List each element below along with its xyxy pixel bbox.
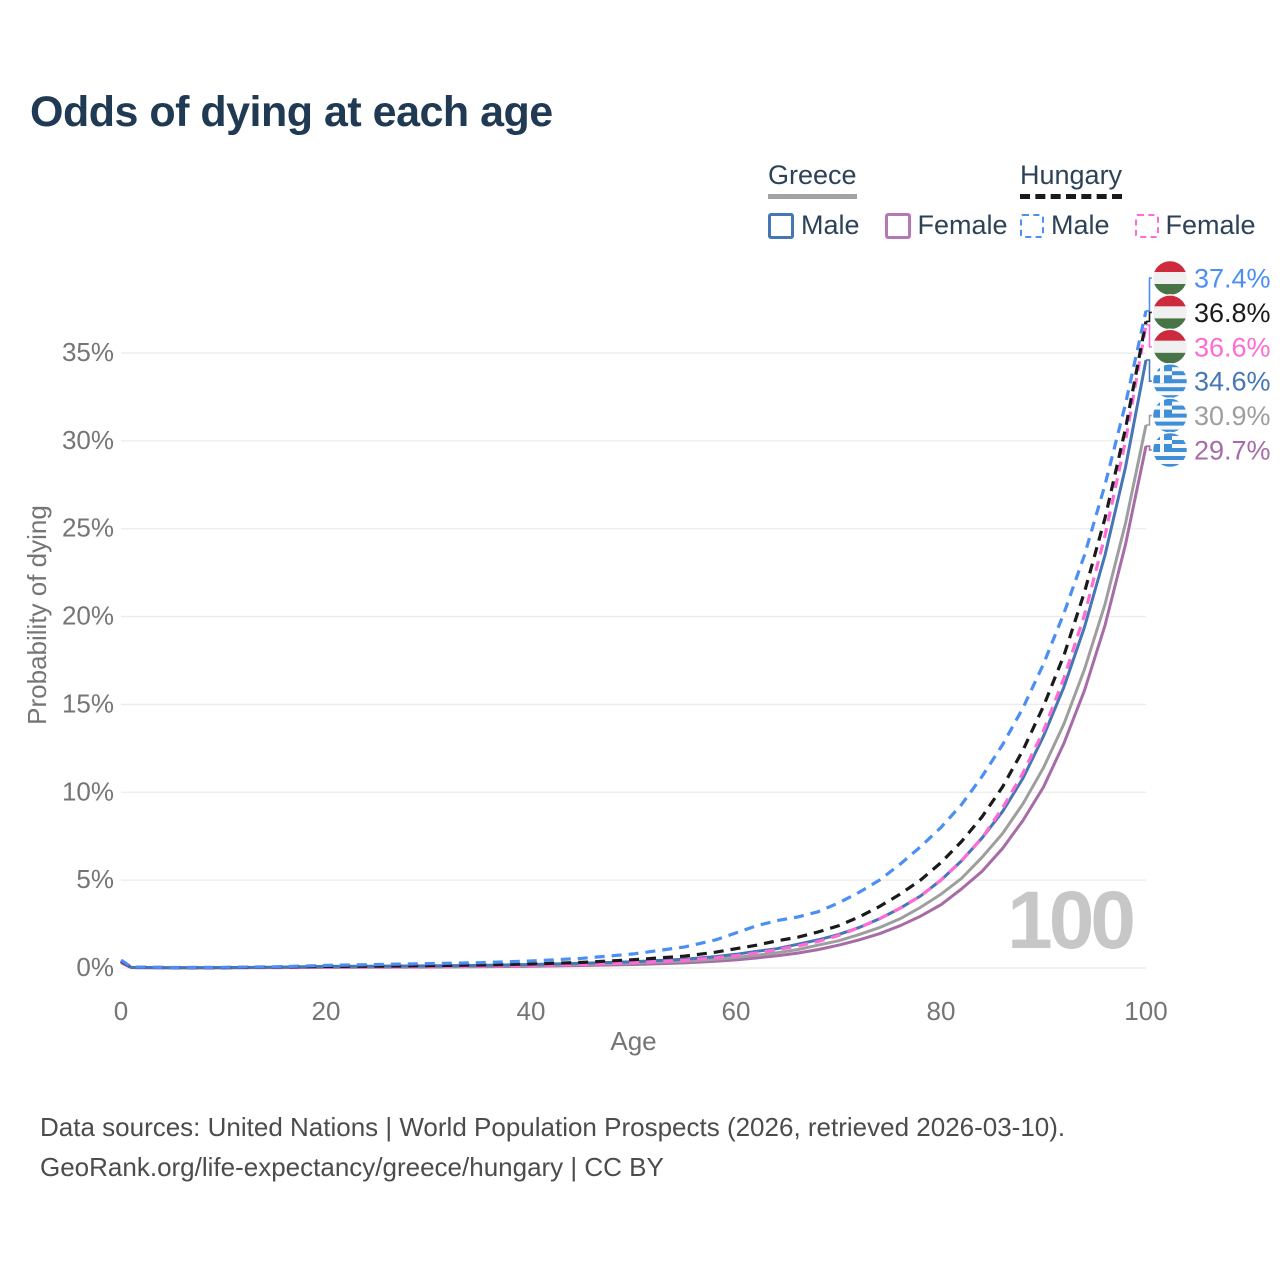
series-line-hungary-female — [120, 324, 1148, 970]
legend-swatch-greece-female — [884, 212, 911, 239]
y-tick-label: 35% — [62, 337, 114, 367]
series-line-greece-male — [120, 359, 1148, 970]
footer-data-sources: Data sources: United Nations | World Pop… — [40, 1112, 1066, 1142]
x-tick-label: 80 — [927, 996, 956, 1026]
x-tick-label: 60 — [722, 996, 751, 1026]
legend-item-greece-female[interactable]: Female — [884, 210, 1008, 241]
end-value-label: 36.8% — [1194, 298, 1271, 328]
greece-flag-icon — [1152, 363, 1188, 400]
series-line-greece-female — [120, 445, 1148, 970]
x-tick-label: 0 — [114, 996, 128, 1026]
end-label-connector — [1146, 445, 1152, 451]
y-tick-label: 20% — [62, 601, 114, 631]
footer-attribution: GeoRank.org/life-expectancy/greece/hunga… — [40, 1152, 664, 1182]
legend-country-greece[interactable]: Greece — [768, 160, 857, 199]
greece-flag-icon — [1152, 397, 1188, 434]
greece-flag-ring — [1151, 431, 1189, 469]
end-label-connector — [1146, 414, 1152, 426]
series-line-greece — [120, 424, 1148, 970]
y-tick-label: 5% — [76, 864, 114, 894]
legend-item-hungary-female[interactable]: Female — [1134, 210, 1256, 241]
x-tick-label: 100 — [1124, 996, 1167, 1026]
legend-item-hungary-male[interactable]: Male — [1020, 210, 1110, 241]
y-tick-label: 30% — [62, 425, 114, 455]
legend-label-greece-female: Female — [917, 210, 1008, 240]
y-tick-label: 0% — [76, 952, 114, 982]
end-value-label: 36.6% — [1194, 332, 1271, 362]
legend-label-hungary-female: Female — [1165, 210, 1256, 240]
y-axis-title: Probability of dying — [22, 505, 52, 725]
end-label-connector — [1146, 324, 1152, 348]
end-label-connector — [1146, 359, 1152, 382]
end-label-connector — [1146, 311, 1152, 323]
end-value-label: 34.6% — [1194, 367, 1271, 397]
watermark-age-100: 100 — [1007, 875, 1133, 966]
legend-group-greece: Greece Male Female — [768, 160, 1008, 241]
footer: Data sources: United Nations | World Pop… — [40, 1107, 1065, 1187]
legend-label-greece-male: Male — [801, 210, 860, 240]
series-line-hungary — [120, 321, 1148, 970]
legend-label-hungary-male: Male — [1051, 210, 1110, 240]
legend-country-hungary[interactable]: Hungary — [1020, 160, 1123, 199]
legend-swatch-hungary-male — [1020, 213, 1044, 238]
y-tick-label: 15% — [62, 688, 114, 718]
legend-swatch-greece-male — [768, 212, 794, 239]
greece-flag-icon — [1152, 432, 1188, 468]
end-value-label: 37.4% — [1194, 264, 1271, 294]
page-title: Odds of dying at each age — [30, 88, 553, 136]
legend-group-hungary: Hungary Male Female — [1020, 160, 1256, 241]
legend-swatch-hungary-female — [1134, 213, 1159, 238]
y-tick-label: 25% — [62, 513, 114, 543]
y-tick-label: 10% — [62, 776, 114, 806]
legend-item-greece-male[interactable]: Male — [768, 210, 860, 241]
end-value-label: 30.9% — [1194, 401, 1271, 431]
series-line-hungary-male — [120, 310, 1148, 970]
end-value-label: 29.7% — [1194, 436, 1271, 466]
end-label-connector — [1146, 277, 1152, 312]
x-tick-label: 40 — [517, 996, 546, 1026]
x-axis-title: Age — [610, 1026, 656, 1056]
x-tick-label: 20 — [312, 996, 341, 1026]
